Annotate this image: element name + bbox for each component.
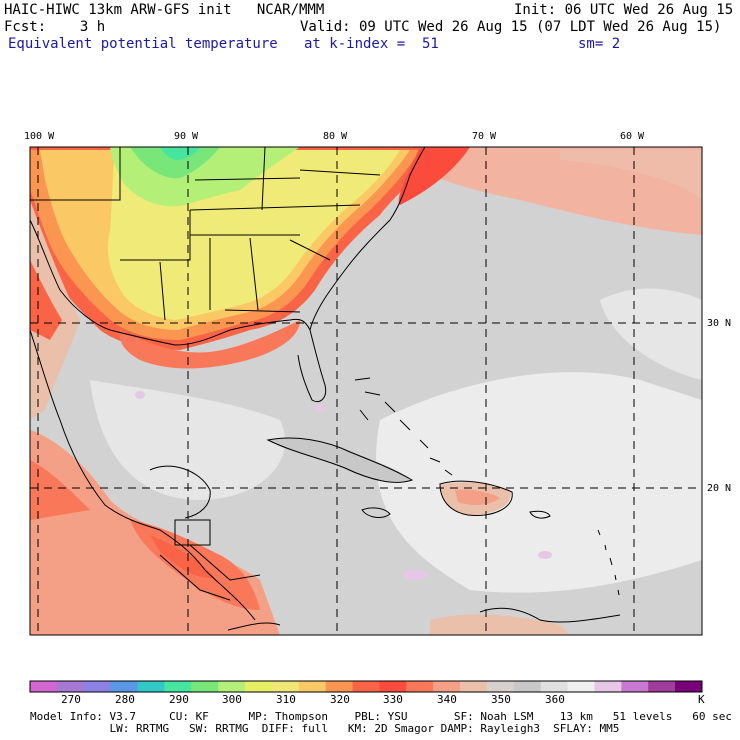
- lon-label: 80 W: [323, 131, 348, 142]
- colorbar-frame: [29, 680, 703, 693]
- colorbar-tick: 310: [276, 693, 296, 706]
- colorbar-tick: 350: [491, 693, 511, 706]
- lon-label: 100 W: [24, 131, 55, 142]
- colorbar-swatch: [110, 681, 139, 692]
- colorbar-tick: 300: [222, 693, 242, 706]
- colorbar-swatch: [83, 681, 112, 692]
- init-time: Init: 06 UTC Wed 26 Aug 15: [514, 2, 734, 18]
- colorbar-tick: 320: [330, 693, 350, 706]
- colorbar-unit: K: [698, 693, 705, 706]
- lon-label: 60 W: [620, 131, 645, 142]
- lon-label: 90 W: [174, 131, 199, 142]
- field-name: Equivalent potential temperature: [8, 36, 278, 52]
- colorbar-swatch: [352, 681, 380, 692]
- colorbar-swatch: [137, 681, 165, 692]
- colorbar-swatch: [218, 681, 246, 692]
- model-title: HAIC-HIWC 13km ARW-GFS init NCAR/MMM: [4, 2, 325, 18]
- forecast-hour: Fcst: 3 h: [4, 19, 106, 35]
- colorbar-tick: 280: [115, 693, 135, 706]
- colorbar-swatch: [245, 681, 273, 692]
- theta-e-field: [30, 147, 702, 635]
- colorbar-tick: 270: [61, 693, 81, 706]
- colorbar-swatch: [567, 681, 595, 692]
- model-info-line2: LW: RRTMG SW: RRTMG DIFF: full KM: 2D Sm…: [30, 722, 620, 735]
- colorbar-swatch: [164, 681, 192, 692]
- colorbar-swatch: [325, 681, 354, 692]
- colorbar-tick: 340: [437, 693, 457, 706]
- colorbar-swatch: [433, 681, 461, 692]
- coastlines: [30, 147, 621, 631]
- level-index: at k-index = 51: [304, 36, 439, 52]
- colorbar-tick: 360: [545, 693, 565, 706]
- map-frame: [29, 146, 703, 636]
- colorbar-swatch: [298, 681, 327, 692]
- colorbar-swatch: [540, 681, 569, 692]
- colorbar-swatch: [594, 681, 622, 692]
- colorbar-tick: 330: [383, 693, 403, 706]
- colorbar-swatch: [56, 681, 85, 692]
- colorbar-swatch: [648, 681, 676, 692]
- colorbar-swatch: [621, 681, 649, 692]
- colorbar-swatch: [675, 681, 703, 692]
- colorbar-swatch: [406, 681, 434, 692]
- colorbar: [29, 680, 703, 693]
- lat-label: 20 N: [707, 483, 732, 494]
- colorbar-swatch: [460, 681, 488, 692]
- smoothing: sm= 2: [578, 36, 621, 52]
- colorbar-swatch: [191, 681, 219, 692]
- colorbar-swatch: [486, 681, 515, 692]
- model-info-line1: Model Info: V3.7 CU: KF MP: Thompson PBL…: [30, 710, 732, 723]
- colorbar-tick: 290: [169, 693, 189, 706]
- valid-time: Valid: 09 UTC Wed 26 Aug 15 (07 LDT Wed …: [300, 19, 722, 35]
- lon-label: 70 W: [472, 131, 497, 142]
- colorbar-swatch: [30, 681, 58, 692]
- colorbar-swatch: [271, 681, 300, 692]
- graticule: [30, 147, 702, 635]
- colorbar-swatch: [513, 681, 542, 692]
- colorbar-swatch: [379, 681, 407, 692]
- lat-label: 30 N: [707, 318, 732, 329]
